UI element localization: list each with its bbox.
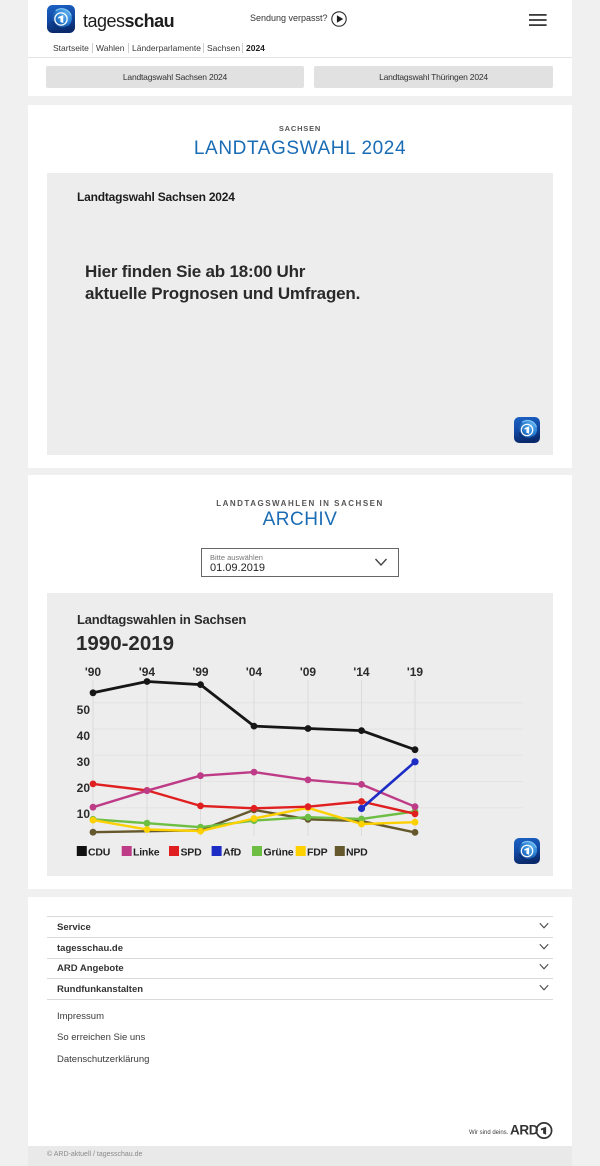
- svg-text:50: 50: [77, 703, 91, 717]
- svg-text:20: 20: [77, 781, 91, 795]
- svg-text:FDP: FDP: [307, 847, 328, 859]
- svg-text:SPD: SPD: [181, 847, 203, 859]
- svg-text:'90: '90: [85, 665, 102, 679]
- svg-text:10: 10: [77, 807, 91, 821]
- svg-text:'94: '94: [139, 665, 156, 679]
- svg-text:Linke: Linke: [133, 847, 160, 859]
- svg-text:1990-2019: 1990-2019: [76, 632, 174, 655]
- svg-text:Landtagswahlen in Sachsen: Landtagswahlen in Sachsen: [77, 612, 246, 627]
- svg-text:CDU: CDU: [88, 847, 110, 859]
- svg-text:Grüne: Grüne: [264, 847, 294, 859]
- svg-text:'09: '09: [300, 665, 317, 679]
- svg-text:'19: '19: [407, 665, 424, 679]
- svg-text:30: 30: [77, 755, 91, 769]
- svg-text:NPD: NPD: [346, 847, 368, 859]
- svg-text:'99: '99: [192, 665, 209, 679]
- svg-text:AfD: AfD: [223, 847, 242, 859]
- svg-text:'04: '04: [246, 665, 263, 679]
- svg-text:'14: '14: [353, 665, 370, 679]
- svg-text:ARD: ARD: [510, 1123, 539, 1138]
- svg-text:40: 40: [77, 729, 91, 743]
- svg-text:Wir sind deins.: Wir sind deins.: [469, 1130, 509, 1136]
